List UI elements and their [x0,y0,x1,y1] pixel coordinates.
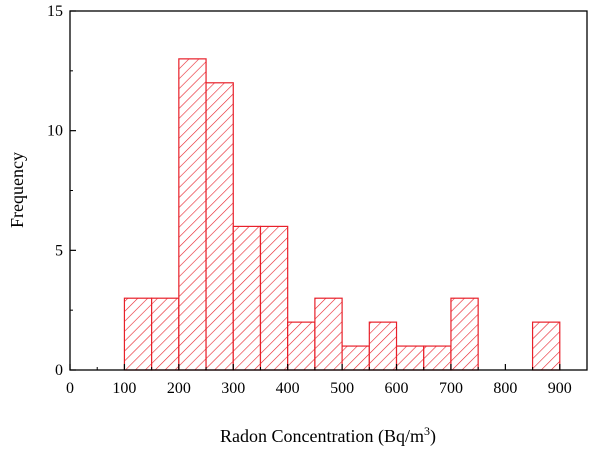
x-axis-title-suffix: ) [430,426,436,447]
x-tick-label-800: 800 [493,380,517,397]
x-tick-label-200: 200 [167,380,191,397]
histogram-bar-250-300 [205,82,234,371]
x-axis-title-superscript: 3 [424,424,430,438]
x-tick-label-300: 300 [221,380,245,397]
histogram-bar-600-650 [395,345,425,371]
x-tick-label-700: 700 [439,380,463,397]
y-tick-label-5: 5 [55,242,63,259]
x-tick-label-900: 900 [548,380,572,397]
histogram-bar-300-350 [232,225,262,371]
x-tick-label-600: 600 [385,380,409,397]
histogram-bar-100-150 [123,297,153,371]
histogram-bar-850-900 [531,321,561,371]
y-axis: 0 5 10 15 [47,3,76,379]
x-tick-label-0: 0 [66,380,74,397]
x-axis-title: Radon Concentration (Bq/m3) [220,424,436,447]
histogram-bar-550-600 [368,321,398,371]
y-axis-title: Frequency [7,152,27,228]
histogram-bar-700-750 [450,297,479,371]
histogram-bar-150-200 [151,297,180,371]
y-tick-label-15: 15 [47,3,63,20]
y-tick-label-0: 0 [55,362,63,379]
bars-group [123,58,561,371]
x-axis-title-main: Radon Concentration (Bq/m [220,426,424,447]
y-tick-label-10: 10 [47,123,63,140]
histogram-bar-200-250 [178,58,207,371]
x-axis: 0 100 200 300 400 500 600 700 800 900 [66,364,572,397]
x-tick-label-500: 500 [330,380,354,397]
histogram-bar-450-500 [314,297,343,371]
histogram-bar-650-700 [423,345,452,371]
histogram-bar-500-550 [341,345,370,371]
x-tick-label-400: 400 [276,380,300,397]
x-tick-label-100: 100 [112,380,136,397]
histogram-bar-350-400 [259,225,289,371]
histogram-bar-400-450 [287,321,316,371]
